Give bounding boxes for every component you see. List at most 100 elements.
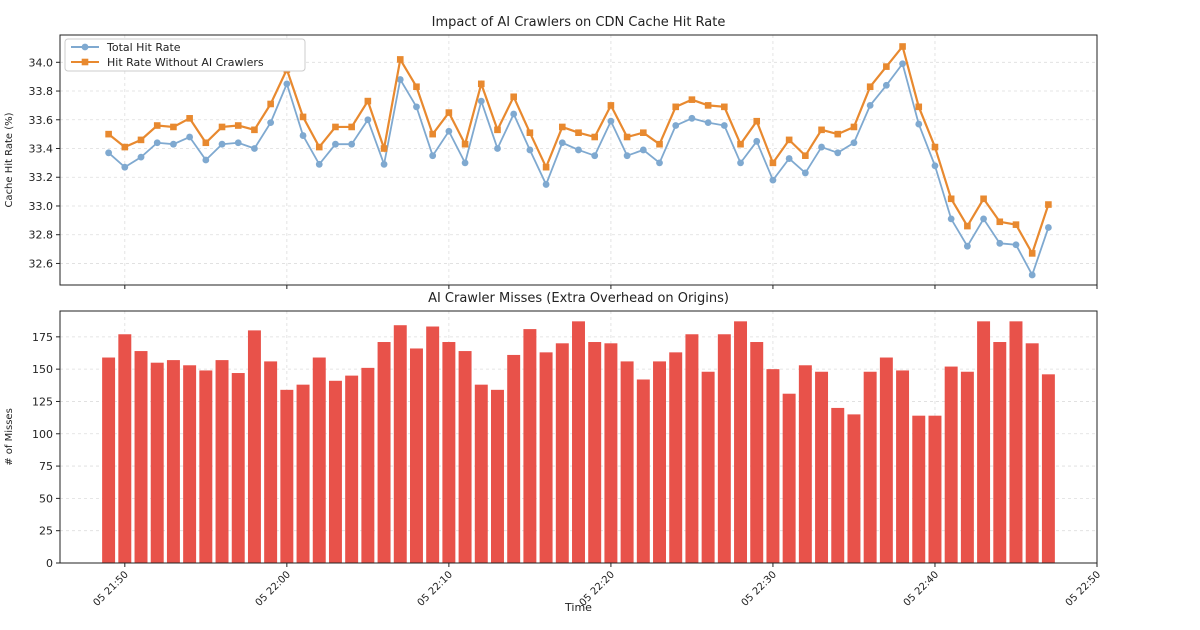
marker xyxy=(623,152,631,160)
bar xyxy=(215,360,229,563)
marker xyxy=(640,129,647,137)
bar xyxy=(685,334,699,563)
marker xyxy=(801,169,809,177)
marker xyxy=(315,160,323,168)
bar xyxy=(150,362,164,563)
y-tick-label: 125 xyxy=(32,395,53,408)
bar xyxy=(442,342,456,563)
bar xyxy=(831,407,845,563)
y-axis-label: # of Misses xyxy=(4,408,15,466)
marker xyxy=(656,159,663,167)
marker xyxy=(591,152,599,160)
marker xyxy=(542,163,550,171)
y-tick-label: 33.0 xyxy=(29,200,54,213)
bar xyxy=(1041,374,1055,563)
marker xyxy=(494,126,501,134)
marker xyxy=(267,100,274,108)
bar xyxy=(879,357,893,563)
marker xyxy=(348,140,356,148)
marker xyxy=(931,162,939,170)
bar xyxy=(653,361,666,563)
bar xyxy=(620,361,634,563)
marker xyxy=(445,127,453,135)
bar xyxy=(993,342,1007,563)
legend-label: Hit Rate Without AI Crawlers xyxy=(107,56,264,69)
bar xyxy=(636,379,650,563)
marker xyxy=(542,181,550,188)
marker xyxy=(526,129,534,137)
marker xyxy=(137,153,145,161)
marker xyxy=(899,60,906,68)
marker xyxy=(753,137,761,145)
marker xyxy=(1028,271,1036,279)
marker xyxy=(915,103,923,111)
y-tick-label: 50 xyxy=(39,492,53,505)
marker xyxy=(785,155,793,162)
marker xyxy=(153,122,161,129)
x-tick-label: 05 22:30 xyxy=(740,569,779,608)
chart-title: Impact of AI Crawlers on CDN Cache Hit R… xyxy=(432,15,726,30)
marker xyxy=(720,122,728,129)
bar xyxy=(377,342,391,563)
bar xyxy=(199,370,213,563)
marker xyxy=(688,96,696,103)
legend-label: Total Hit Rate xyxy=(106,41,181,54)
marker xyxy=(964,222,971,230)
marker xyxy=(1044,224,1052,231)
marker xyxy=(818,126,825,134)
chart-title: AI Crawler Misses (Extra Overhead on Ori… xyxy=(428,291,729,306)
marker xyxy=(364,97,372,105)
y-tick-label: 33.2 xyxy=(29,171,54,184)
bar xyxy=(847,414,861,563)
marker xyxy=(996,239,1004,247)
marker xyxy=(251,145,258,152)
bar xyxy=(928,415,942,563)
bar xyxy=(960,371,974,563)
y-tick-label: 33.4 xyxy=(29,143,54,156)
marker xyxy=(186,115,193,122)
bar xyxy=(118,334,132,563)
marker xyxy=(429,152,437,160)
marker xyxy=(348,123,355,131)
marker xyxy=(413,103,420,111)
marker xyxy=(202,139,210,147)
marker xyxy=(623,133,631,141)
bar xyxy=(766,369,780,563)
y-tick-label: 175 xyxy=(32,331,53,344)
marker xyxy=(866,102,874,109)
marker xyxy=(866,83,874,91)
bar xyxy=(247,330,261,563)
plot-frame xyxy=(59,34,1098,286)
bar xyxy=(815,371,829,563)
marker xyxy=(105,130,112,138)
bar xyxy=(328,380,342,563)
bar xyxy=(134,351,148,563)
marker xyxy=(704,119,712,127)
x-tick-label: 05 22:40 xyxy=(902,569,941,608)
marker xyxy=(315,143,323,151)
bar xyxy=(393,325,407,563)
bar xyxy=(102,357,116,563)
bar xyxy=(717,334,731,563)
bar xyxy=(361,367,375,563)
marker xyxy=(461,159,469,167)
bar xyxy=(669,352,683,563)
bar xyxy=(588,342,602,563)
marker xyxy=(883,63,890,70)
marker xyxy=(477,97,485,105)
marker xyxy=(218,140,226,148)
y-tick-label: 33.8 xyxy=(29,85,54,98)
bar xyxy=(491,389,504,563)
bar xyxy=(166,360,180,563)
marker xyxy=(802,152,809,159)
marker xyxy=(332,123,339,131)
bar xyxy=(280,389,294,563)
bar xyxy=(750,342,764,563)
marker xyxy=(721,103,728,111)
bar xyxy=(1009,321,1023,563)
marker xyxy=(607,102,615,109)
marker xyxy=(947,195,955,203)
bar xyxy=(1025,343,1039,563)
marker xyxy=(980,195,987,203)
marker xyxy=(299,113,307,121)
